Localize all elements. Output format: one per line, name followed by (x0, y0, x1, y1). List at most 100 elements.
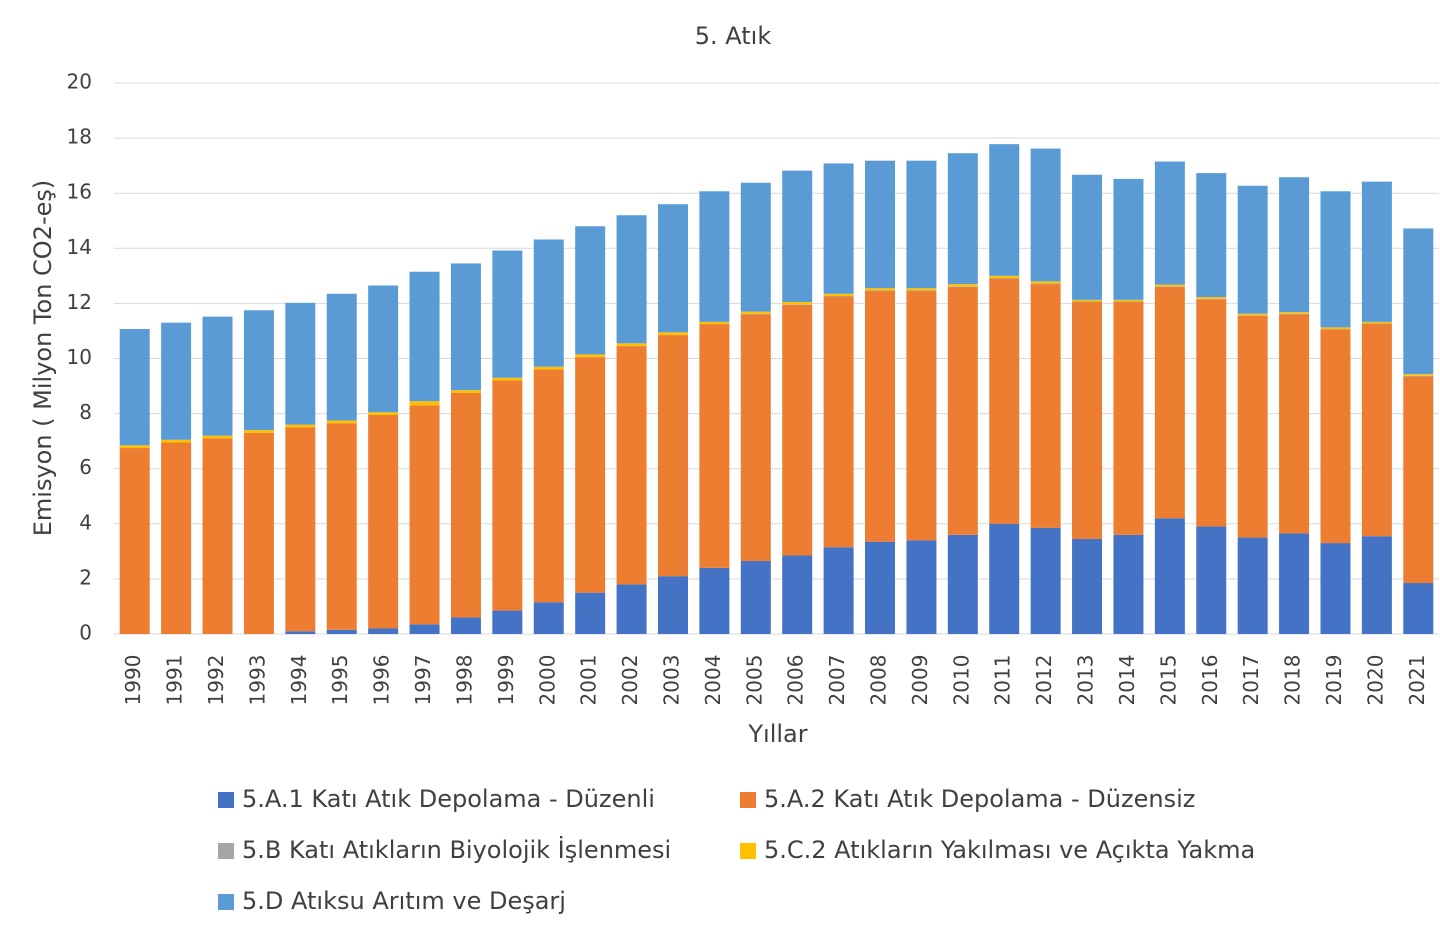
bar-segment (326, 629, 357, 634)
bar-segment (368, 285, 399, 413)
x-tick-label: 1993 (245, 655, 269, 706)
bar-segment (1154, 518, 1185, 634)
bar-segment (1154, 284, 1185, 287)
bar-segment (1361, 323, 1392, 325)
bar-segment (699, 567, 730, 634)
x-tick-label: 2009 (908, 655, 932, 706)
x-tick-label: 1990 (121, 655, 145, 706)
bar-segment (533, 366, 564, 370)
bar-segment (906, 160, 937, 289)
bar-segment (699, 324, 730, 568)
bar-segment (202, 316, 233, 436)
bar-segment (202, 435, 233, 439)
bar-segment (823, 293, 854, 296)
bar-segment (409, 401, 440, 406)
bar-segment (119, 448, 150, 634)
bar-segment (740, 311, 771, 314)
bar-segment (1030, 284, 1061, 528)
y-tick-label: 18 (67, 125, 92, 149)
bar-segment (1030, 148, 1061, 282)
bar-segment (865, 290, 896, 292)
x-tick-label: 1991 (163, 655, 187, 706)
bar-segment (492, 377, 523, 381)
bar-segment (1403, 374, 1434, 376)
legend-label: 5.A.1 Katı Atık Depolama - Düzenli (242, 785, 655, 813)
bar-segment (326, 423, 357, 630)
bar-segment (823, 163, 854, 294)
bar-segment (865, 291, 896, 542)
y-tick-label: 20 (67, 70, 92, 94)
bar-segment (243, 310, 274, 431)
bar-segment (823, 547, 854, 634)
bar-segment (1320, 329, 1351, 544)
bar-segment (492, 250, 523, 378)
bar-segment (202, 438, 233, 634)
bar-segment (1030, 281, 1061, 284)
bar-segment (1237, 537, 1268, 634)
bar-segment (326, 420, 357, 424)
x-tick-label: 2013 (1074, 655, 1098, 706)
bar-segment (533, 369, 564, 603)
bar-segment (865, 541, 896, 634)
bar-segment (1030, 283, 1061, 285)
bar-segment (1237, 313, 1268, 316)
y-tick-label: 4 (79, 510, 92, 534)
bar-segment (906, 288, 937, 291)
bar-segment (699, 191, 730, 322)
bar-segment (1361, 536, 1392, 634)
bar-segment (1072, 301, 1103, 303)
bar-segment (1279, 314, 1310, 534)
bar-segment (1279, 313, 1310, 315)
x-tick-label: 2011 (991, 655, 1015, 706)
bar-segment (450, 390, 481, 393)
bar-segment (1237, 315, 1268, 538)
bar-segment (1320, 329, 1351, 330)
y-tick-label: 12 (67, 290, 92, 314)
bar-segment (285, 424, 316, 428)
bar-segment (1196, 299, 1227, 527)
x-axis-label: Yıllar (747, 720, 807, 748)
chart-title: 5. Atık (695, 22, 772, 50)
x-tick-label: 2003 (659, 655, 683, 706)
bar-segment (740, 313, 771, 315)
bar-segment (492, 610, 523, 634)
bar-segment (616, 343, 647, 347)
x-tick-label: 2006 (784, 655, 808, 706)
x-tick-label: 2016 (1198, 655, 1222, 706)
bar-segment (657, 576, 688, 634)
bar-segment (285, 427, 316, 632)
bar-segment (1403, 375, 1434, 377)
bar-segment (616, 346, 647, 585)
bar-segment (119, 329, 150, 446)
bar-segment (947, 153, 978, 285)
x-tick-label: 2001 (577, 655, 601, 706)
x-tick-label: 2004 (701, 655, 725, 706)
x-tick-label: 1997 (411, 655, 435, 706)
bar-segment (1113, 534, 1144, 634)
bar-segment (989, 278, 1020, 279)
bar-segment (368, 414, 399, 629)
bar-segment (906, 290, 937, 292)
y-tick-label: 2 (79, 565, 92, 589)
x-tick-label: 2005 (742, 655, 766, 706)
x-tick-label: 2007 (825, 655, 849, 706)
bar-segment (782, 170, 813, 303)
y-tick-label: 16 (67, 180, 92, 204)
bar-segment (450, 392, 481, 618)
bar-segment (1113, 178, 1144, 300)
x-tick-label: 2017 (1239, 655, 1263, 706)
x-tick-label: 2020 (1363, 655, 1387, 706)
bar-segment (1403, 228, 1434, 375)
bar-segment (616, 584, 647, 634)
bar-segment (865, 160, 896, 289)
bar-segment (1196, 173, 1227, 298)
bar-segment (1237, 185, 1268, 314)
legend-label: 5.C.2 Atıkların Yakılması ve Açıkta Yakm… (764, 836, 1255, 864)
bar-segment (409, 271, 440, 402)
bar-segment (782, 304, 813, 305)
bar-segment (1196, 526, 1227, 634)
x-tick-label: 2015 (1156, 655, 1180, 706)
bar-segment (947, 284, 978, 287)
bar-segment (450, 617, 481, 634)
y-tick-label: 14 (67, 235, 92, 259)
